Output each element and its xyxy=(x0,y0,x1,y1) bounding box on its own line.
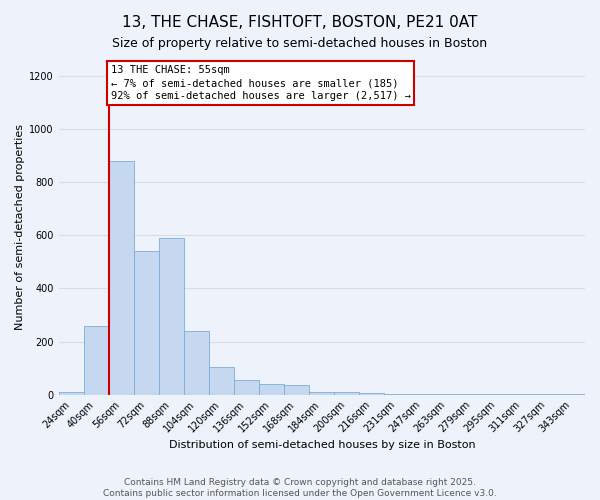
Bar xyxy=(134,251,159,394)
Bar xyxy=(259,384,284,394)
Bar xyxy=(109,161,134,394)
Y-axis label: Number of semi-detached properties: Number of semi-detached properties xyxy=(15,124,25,330)
Bar xyxy=(159,238,184,394)
X-axis label: Distribution of semi-detached houses by size in Boston: Distribution of semi-detached houses by … xyxy=(169,440,475,450)
Bar xyxy=(334,392,359,394)
Bar xyxy=(309,392,334,394)
Text: 13 THE CHASE: 55sqm
← 7% of semi-detached houses are smaller (185)
92% of semi-d: 13 THE CHASE: 55sqm ← 7% of semi-detache… xyxy=(111,65,411,102)
Bar xyxy=(209,367,234,394)
Bar xyxy=(284,386,309,394)
Bar xyxy=(59,392,84,394)
Text: Size of property relative to semi-detached houses in Boston: Size of property relative to semi-detach… xyxy=(112,38,488,51)
Text: 13, THE CHASE, FISHTOFT, BOSTON, PE21 0AT: 13, THE CHASE, FISHTOFT, BOSTON, PE21 0A… xyxy=(122,15,478,30)
Bar xyxy=(184,331,209,394)
Bar xyxy=(84,326,109,394)
Bar xyxy=(234,380,259,394)
Text: Contains HM Land Registry data © Crown copyright and database right 2025.
Contai: Contains HM Land Registry data © Crown c… xyxy=(103,478,497,498)
